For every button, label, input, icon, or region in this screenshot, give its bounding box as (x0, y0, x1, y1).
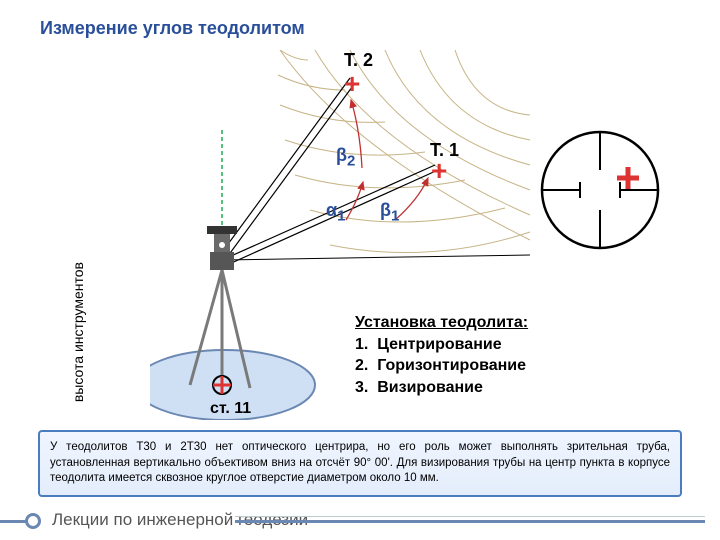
page-title: Измерение углов теодолитом (40, 18, 305, 39)
target-cross-t2: + (344, 70, 360, 98)
footer: Лекции по инженерной геодезии (0, 510, 720, 530)
label-a1: α1 (326, 200, 345, 225)
install-info: Установка теодолита: 1. Центрирование 2.… (355, 312, 528, 398)
target-cross-t1: + (431, 157, 447, 185)
footer-circle-icon (25, 513, 41, 529)
note-box: У теодолитов Т30 и 2Т30 нет оптического … (38, 430, 682, 497)
sight-line-1 (220, 78, 350, 255)
install-item-3: 3. Визирование (355, 377, 528, 399)
sight-line-1b (225, 83, 355, 260)
label-station: ст. 11 (210, 400, 251, 418)
horizon-line (222, 255, 530, 260)
install-title: Установка теодолита: (355, 312, 528, 334)
footer-rule-main (235, 520, 705, 523)
perspective-grid (278, 50, 530, 253)
label-t2: Т. 2 (344, 50, 373, 71)
center-marker (213, 376, 231, 394)
install-item-1: 1. Центрирование (355, 334, 528, 356)
angle-arrow-b1 (395, 178, 428, 220)
reticle (530, 120, 670, 260)
label-t1: Т. 1 (430, 140, 459, 161)
footer-rule-thin (235, 516, 705, 517)
label-b1: β1 (380, 200, 399, 225)
label-b2: β2 (336, 145, 355, 170)
install-item-2: 2. Горизонтирование (355, 355, 528, 377)
height-label: высота инструментов (70, 262, 86, 402)
